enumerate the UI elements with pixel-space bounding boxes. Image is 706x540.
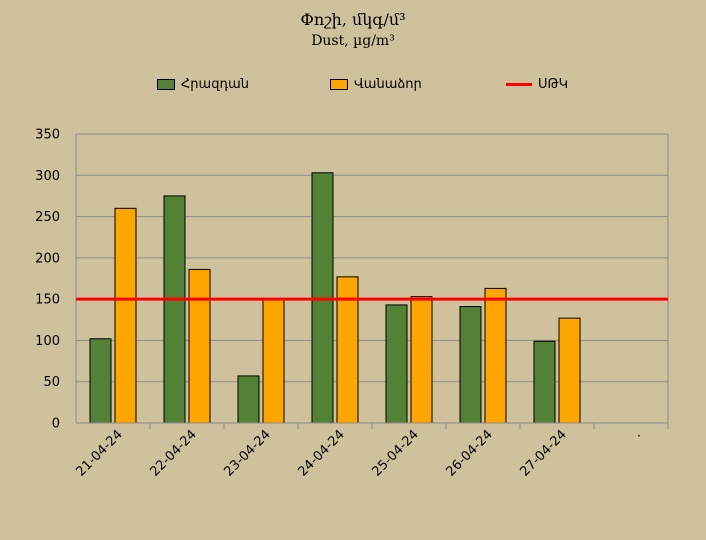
x-tick-label: 21-04-24 (73, 427, 125, 479)
y-tick-label: 350 (35, 128, 60, 143)
y-tick-label: 100 (35, 334, 60, 349)
y-tick-label: 150 (35, 293, 60, 308)
chart-subtitle: Dust, µg/m³ (311, 33, 395, 49)
y-tick-label: 250 (35, 210, 60, 225)
bar-hrazdan-23-04-24 (237, 375, 260, 424)
y-tick-label: 300 (35, 169, 60, 184)
y-tick-label: 50 (43, 375, 60, 390)
bar-vanadzor-27-04-24 (558, 317, 581, 424)
legend-swatch-hrazdan (157, 79, 175, 90)
x-tick-label: 23-04-24 (221, 427, 273, 479)
bar-hrazdan-21-04-24 (89, 338, 112, 424)
y-tick-label: 200 (35, 251, 60, 266)
x-tick-label: . (630, 427, 644, 441)
x-tick-label: 27-04-24 (517, 427, 569, 479)
bar-vanadzor-23-04-24 (262, 299, 285, 424)
chart-legend: Հրազդան Վանաձոր ՍԹԿ (0, 77, 706, 97)
legend-line-mac (506, 83, 532, 86)
x-tick-label: 26-04-24 (443, 427, 495, 479)
x-tick-label: 25-04-24 (369, 427, 421, 479)
chart-title: Փոշի, մկգ/մ³ (300, 10, 406, 29)
legend-label-mac: ՍԹԿ (538, 77, 569, 92)
bar-vanadzor-25-04-24 (410, 296, 433, 424)
x-tick-label: 24-04-24 (295, 427, 347, 479)
y-tick-label: 0 (52, 417, 60, 432)
legend-label-vanadzor: Վանաձոր (354, 77, 422, 92)
bar-vanadzor-22-04-24 (188, 268, 211, 424)
bar-vanadzor-26-04-24 (484, 287, 507, 424)
legend-item-hrazdan: Հրազդան (157, 77, 249, 92)
legend-swatch-vanadzor (330, 79, 348, 90)
bar-hrazdan-25-04-24 (385, 304, 408, 424)
legend-item-vanadzor: Վանաձոր (330, 77, 422, 92)
x-tick-label: 22-04-24 (147, 427, 199, 479)
legend-item-mac: ՍԹԿ (506, 77, 568, 92)
legend-label-hrazdan: Հրազդան (181, 77, 249, 92)
bar-vanadzor-21-04-24 (114, 207, 137, 424)
bar-hrazdan-26-04-24 (459, 306, 482, 424)
bar-hrazdan-27-04-24 (533, 340, 556, 424)
bar-hrazdan-22-04-24 (163, 195, 186, 424)
